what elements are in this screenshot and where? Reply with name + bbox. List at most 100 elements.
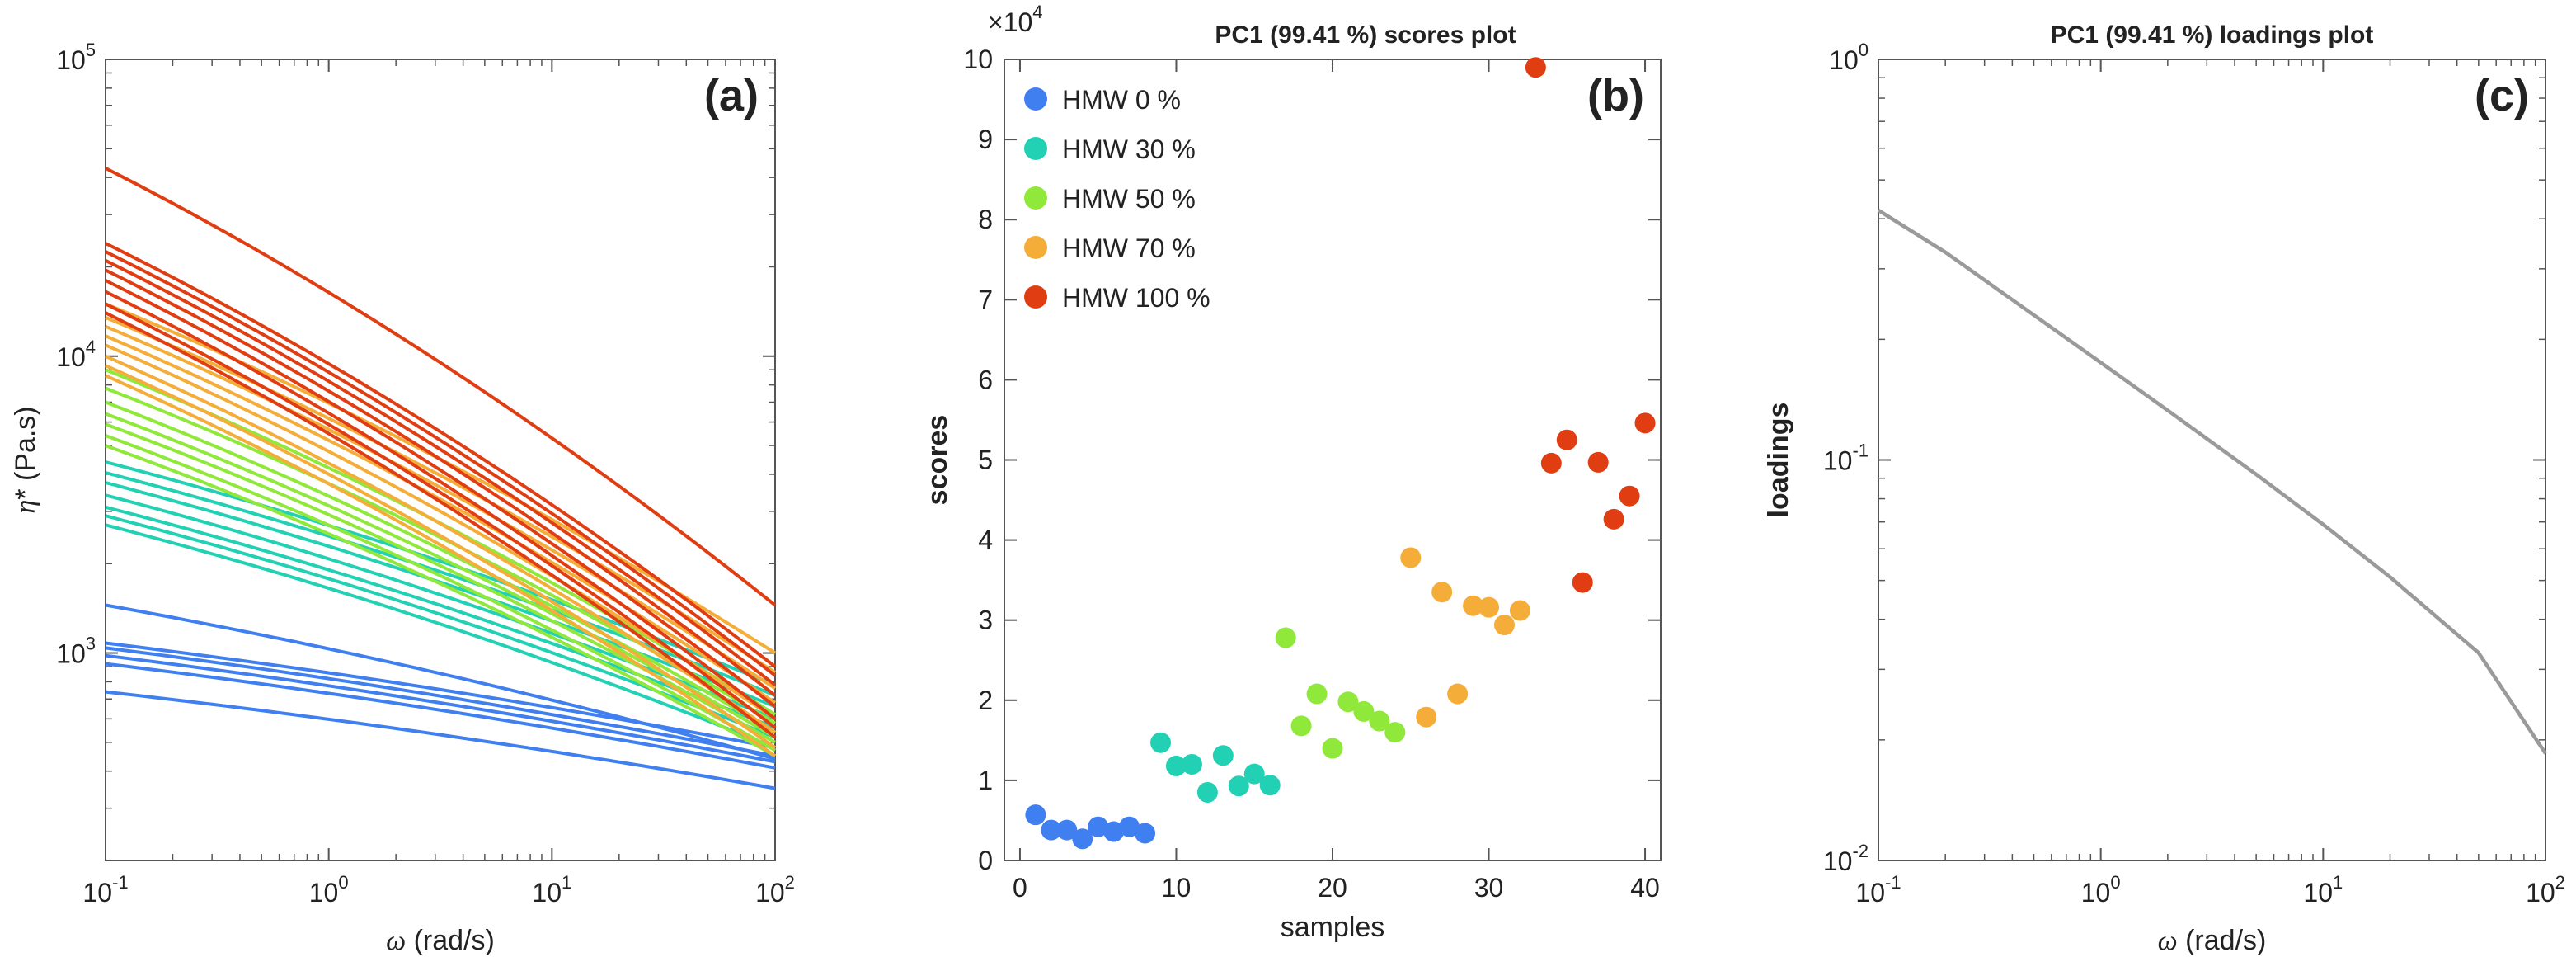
panel-b-point-4-5 [1463, 595, 1484, 616]
panel-b-legend-label: HMW 70 % [1062, 233, 1196, 263]
panel-b-point-4-3 [1431, 582, 1453, 603]
panel-c-x-tick-label: 100 [2081, 872, 2121, 907]
panel-a-series-line-28 [105, 374, 777, 757]
panel-c-plot-area [1878, 59, 2546, 861]
panel-a-y-axis-label: η* (Pa.s) [10, 406, 41, 513]
panel-b-y-tick-label: 5 [978, 445, 993, 475]
panel-a-label: (a) [704, 71, 759, 120]
panel-b-x-tick-label: 40 [1630, 873, 1660, 903]
panel-b-point-2-2 [1165, 755, 1187, 776]
panel-b-point-3-5 [1337, 691, 1359, 713]
panel-b-point-4-1 [1400, 547, 1422, 568]
panel-b-label: (b) [1587, 71, 1644, 120]
panel-b-legend-marker [1024, 285, 1047, 309]
panel-b-point-5-2 [1540, 452, 1562, 474]
panel-b-legend-marker [1024, 236, 1047, 259]
panel-b-x-tick-label: 0 [1013, 873, 1027, 903]
panel-b-point-4-8 [1509, 600, 1530, 621]
panel-a-series-line-36 [105, 302, 777, 729]
panel-a-y-tick-label: 103 [56, 634, 96, 669]
panel-b-x-axis-label: samples [1281, 912, 1385, 943]
panel-b-y-tick-label: 6 [978, 365, 993, 394]
panel-b-point-5-3 [1556, 429, 1577, 450]
panel-c-y-tick-label: 10-1 [1823, 441, 1869, 476]
panel-c-label: (c) [2475, 71, 2529, 120]
panel-b-point-2-8 [1259, 775, 1281, 796]
panel-b-point-3-3 [1306, 683, 1328, 705]
panel-a-series-line-31 [105, 250, 777, 677]
panel-a-series-line-5 [105, 662, 776, 770]
panel-b-legend-label: HMW 100 % [1062, 283, 1210, 313]
panel-c-y-tick-label: 10-2 [1823, 841, 1869, 876]
panel-a-series-line-8 [105, 471, 776, 697]
panel-b-y-axis-label: scores [922, 415, 953, 506]
panel-b-point-1-8 [1135, 823, 1156, 844]
panel-b-point-2-5 [1212, 745, 1234, 766]
panel-b-point-1-5 [1088, 816, 1109, 837]
panel-b-point-2-4 [1196, 781, 1218, 803]
panel-b-legend-label: HMW 0 % [1062, 85, 1181, 115]
panel-b-y-multiplier: ×104 [988, 2, 1043, 37]
panel-a-series-line-20 [105, 444, 776, 758]
panel-a-series-line-2 [105, 641, 776, 750]
panel-b-x-tick-label: 30 [1474, 873, 1504, 903]
panel-b-scatter-chart: 0 10 20 30 40 0 1 2 3 4 5 6 7 8 9 10 ×104 PC1 (99.41 %) s… [922, 2, 1662, 943]
panel-a-series-line-34 [105, 279, 777, 709]
panel-a-series-line-3 [105, 646, 776, 758]
panel-b-point-4-7 [1493, 615, 1515, 636]
panel-a-series-line-26 [105, 354, 777, 734]
panel-b-point-1-6 [1103, 821, 1125, 842]
panel-b-point-3-1 [1275, 627, 1296, 648]
panel-b-y-tick-label: 10 [963, 45, 993, 74]
panel-c-x-tick-label: 102 [2526, 872, 2565, 907]
panel-b-title: PC1 (99.41 %) scores plot [1215, 21, 1516, 49]
panel-b-y-tick-label: 0 [978, 846, 993, 875]
panel-a-series-line-13 [105, 523, 776, 750]
panel-b-y-tick-label: 4 [978, 526, 993, 555]
panel-b-legend-marker [1024, 87, 1047, 111]
panel-b-legend-label: HMW 50 % [1062, 184, 1196, 214]
panel-b-legend-label: HMW 30 % [1062, 134, 1196, 164]
panel-b-point-1-2 [1041, 819, 1062, 841]
panel-c-x-tick-label: 10-1 [1855, 872, 1901, 907]
panel-b-point-5-4 [1572, 572, 1593, 593]
panel-a-series-line-7 [105, 460, 776, 687]
panel-b-point-5-6 [1603, 508, 1624, 530]
panel-c-y-tick-label: 100 [1829, 40, 1869, 75]
panel-c-y-axis-label: loadings [1763, 403, 1794, 518]
panel-a-y-tick-label: 105 [56, 40, 96, 75]
panel-b-point-3-2 [1290, 715, 1312, 737]
panel-a-series-line-24 [105, 334, 777, 705]
panel-b-point-2-1 [1150, 732, 1172, 753]
panel-b-point-4-4 [1447, 683, 1469, 705]
panel-b-point-3-8 [1384, 722, 1406, 743]
panel-a-series-line-4 [105, 653, 776, 764]
panel-a-series-line-32 [105, 259, 777, 686]
panel-a-series-line-11 [105, 505, 776, 729]
panel-b-point-1-1 [1025, 804, 1046, 826]
panel-b-y-tick-label: 1 [978, 766, 993, 795]
panel-c-series-line-1 [1877, 208, 2547, 755]
panel-a-x-axis-label: ω (rad/s) [386, 925, 495, 956]
panel-a-series-line-16 [105, 400, 777, 734]
panel-b-point-5-5 [1587, 451, 1609, 473]
panel-a-series-line-23 [105, 324, 777, 691]
panel-b-point-4-6 [1478, 596, 1500, 618]
panel-b-legend-marker [1024, 186, 1047, 210]
panel-b-point-4-2 [1416, 706, 1437, 728]
panel-b-y-tick-label: 8 [978, 205, 993, 234]
panel-b-point-1-7 [1119, 816, 1140, 837]
panel-c-x-tick-label: 101 [2303, 872, 2343, 907]
panel-a-y-tick-label: 104 [56, 337, 96, 372]
panel-b-x-tick-label: 10 [1162, 873, 1192, 903]
panel-b-point-2-3 [1181, 753, 1202, 775]
panel-a-x-tick-label: 102 [755, 872, 795, 907]
panel-b-point-5-7 [1619, 485, 1640, 507]
panel-a-series-line-37 [105, 311, 777, 739]
panel-b-point-1-3 [1056, 819, 1078, 841]
panel-b-point-2-6 [1228, 775, 1249, 797]
panel-a-series-line-19 [105, 434, 776, 752]
panel-b-point-3-4 [1322, 738, 1343, 759]
